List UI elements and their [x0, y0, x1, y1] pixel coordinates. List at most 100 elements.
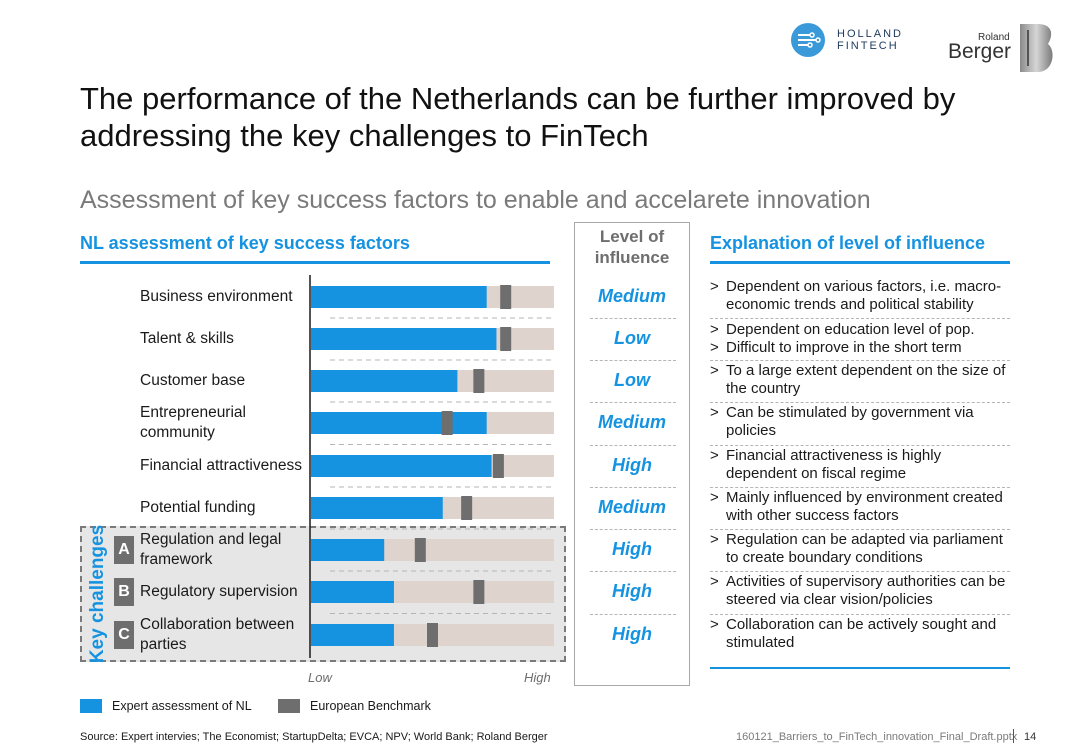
factor-label: Business environment	[140, 277, 305, 317]
explanation-text: Difficult to improve in the short term	[726, 339, 962, 356]
page-title: The performance of the Netherlands can b…	[80, 81, 956, 153]
explanation-block: > Regulation can be adapted via parliamen…	[710, 531, 1010, 567]
explanation-separator	[710, 318, 1010, 319]
level-of-influence-value: High	[612, 539, 652, 559]
explanation-separator	[710, 613, 1010, 615]
influence-separator	[590, 444, 676, 446]
level-of-influence-value: Low	[614, 328, 650, 348]
explanation-line: > Collaboration can be actively sought an…	[710, 616, 1010, 652]
benchmark-marker	[414, 538, 426, 562]
challenge-letter-badge: C	[114, 621, 134, 649]
factor-label-text: Collaboration between parties	[140, 616, 295, 653]
influence-separator	[590, 360, 676, 361]
benchmark-marker	[461, 496, 473, 520]
benchmark-marker	[441, 411, 453, 435]
bar-nl-assessment	[311, 455, 492, 477]
explanation-line: > Dependent on education level of pop.	[710, 321, 1010, 339]
level-of-influence-title: Level of influence	[594, 227, 670, 267]
explanation-text: Mainly influenced by environment created…	[726, 489, 1003, 524]
factor-label: Customer base	[140, 361, 305, 401]
influence-separator	[590, 571, 676, 572]
explanation-line: > Regulation can be adapted via parliamen…	[710, 531, 1010, 567]
explanation-block: > Dependent on education level of pop. > Di…	[710, 321, 1010, 357]
explanation-line: > Financial attractiveness is highly depe…	[710, 447, 1010, 483]
influence-separator	[590, 529, 676, 530]
bullet-marker: >	[710, 616, 719, 633]
key-challenges-vertical: Key challenges	[78, 525, 118, 663]
benchmark-marker	[492, 454, 504, 478]
explanation-text: To a large extent dependent on the size …	[726, 362, 1006, 397]
bar-nl-assessment	[311, 328, 497, 350]
legend-swatch-benchmark	[278, 699, 300, 713]
level-of-influence-value: High	[612, 624, 652, 644]
roland-berger-wordmark: Berger	[948, 40, 1012, 63]
bar-nl-assessment	[311, 581, 394, 603]
bar-nl-assessment	[311, 539, 385, 561]
level-of-influence-value: Medium	[597, 412, 666, 432]
benchmark-marker	[473, 580, 485, 604]
holland-fintech-wordmark: HOLLAND FINTECH	[837, 28, 903, 52]
explanation-separator	[710, 360, 1010, 361]
factor-label: Talent & skills	[140, 319, 305, 359]
bullet-marker: >	[710, 278, 719, 295]
explanation-block: > Dependent on various factors, i.e. macr…	[710, 278, 1010, 314]
axis-low-label: Low	[308, 670, 333, 685]
axis-high-label: High	[524, 670, 551, 685]
factor-label: Collaboration between parties	[140, 615, 305, 655]
explanation-text: Financial attractiveness is highly depen…	[726, 447, 942, 482]
roland-berger-small: Roland	[978, 32, 1010, 43]
explanation-text: Dependent on various factors, i.e. macro…	[726, 278, 1002, 313]
source-note: Source: Expert intervies; The Economist;…	[80, 731, 548, 743]
explanation-line: > Dependent on various factors, i.e. macr…	[710, 278, 1010, 314]
factor-label-text: Potential funding	[140, 499, 256, 516]
bar-nl-assessment	[311, 624, 394, 646]
factor-label-text: Financial attractiveness	[140, 457, 302, 474]
holland-fintech-logo-icon	[791, 23, 825, 57]
factor-label-text: Business environment	[140, 288, 293, 305]
explanation-text: Regulation can be adapted via parliament…	[726, 531, 1003, 566]
bullet-marker: >	[710, 573, 719, 590]
level-of-influence-box	[574, 222, 690, 686]
explanation-line: > Difficult to improve in the short term	[710, 339, 1010, 357]
right-section-rule	[710, 261, 1010, 264]
bar-nl-assessment	[311, 286, 487, 308]
factor-label: Entrepreneurial community	[140, 403, 305, 443]
explanation-text: Collaboration can be actively sought and…	[726, 616, 997, 651]
page-number: 14	[1024, 731, 1037, 743]
bullet-marker: >	[710, 321, 719, 338]
factor-label: Potential funding	[140, 488, 305, 528]
influence-separator	[590, 402, 676, 403]
explanation-line: > Can be stimulated by government via pol…	[710, 404, 1010, 440]
factor-label-text: Regulatory supervision	[140, 583, 298, 600]
success-factors-chart: Low High	[308, 275, 554, 685]
level-of-influence-value: Medium	[597, 286, 666, 306]
page-subtitle: Assessment of key success factors to ena…	[80, 186, 871, 214]
bullet-marker: >	[710, 531, 719, 548]
level-of-influence-value: High	[612, 581, 652, 601]
factor-label: Regulation and legal framework	[140, 530, 305, 570]
legend-swatch-nl	[80, 699, 102, 713]
explanation-line: > To a large extent dependent on the size…	[710, 362, 1010, 398]
level-of-influence-value: High	[612, 455, 652, 475]
key-challenges-label: Key challenges	[87, 524, 108, 664]
benchmark-marker	[473, 369, 485, 393]
right-section-bottom-rule	[710, 667, 1010, 669]
benchmark-marker	[427, 623, 438, 647]
legend-label-benchmark: European Benchmark	[310, 699, 431, 713]
bullet-marker: >	[710, 362, 719, 379]
factor-label-text: Entrepreneurial community	[140, 404, 246, 441]
level-of-influence-value: Low	[614, 370, 650, 390]
explanation-line: > Activities of supervisory authorities c…	[710, 573, 1010, 609]
explanation-block: > Financial attractiveness is highly depe…	[710, 447, 1010, 483]
explanation-line: > Mainly influenced by environment create…	[710, 489, 1010, 525]
explanation-block: > To a large extent dependent on the size…	[710, 362, 1010, 398]
explanation-block: > Collaboration can be actively sought an…	[710, 616, 1010, 652]
factor-label: Financial attractiveness	[140, 446, 305, 486]
challenge-letter-badge: A	[114, 536, 134, 564]
explanation-text: Activities of supervisory authorities ca…	[726, 573, 1006, 608]
factor-label-text: Customer base	[140, 372, 246, 389]
bar-nl-assessment	[311, 497, 443, 519]
influence-separator	[590, 487, 676, 488]
benchmark-marker	[500, 327, 512, 351]
footer-divider	[1013, 729, 1014, 743]
